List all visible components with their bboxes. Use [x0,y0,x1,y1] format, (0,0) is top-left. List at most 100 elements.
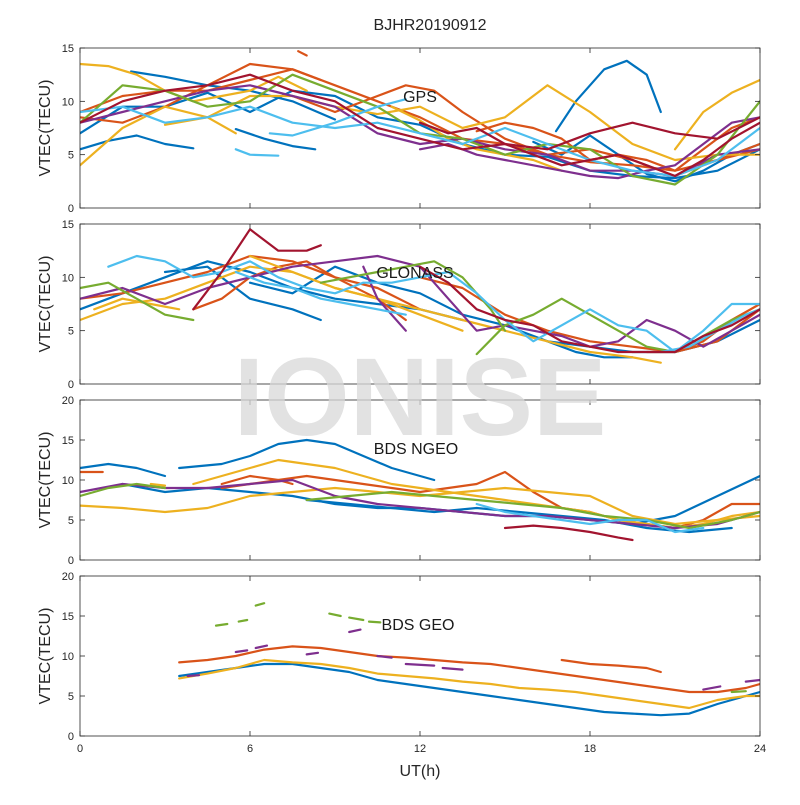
axes-background [80,224,760,384]
watermark: IONISE [234,336,607,459]
y-tick-label: 10 [62,272,74,284]
x-tick-label: 18 [584,743,596,755]
series-line [220,474,294,486]
figure-title: BJHR20190912 [374,17,487,34]
y-tick-label: 0 [68,555,74,567]
series-line [234,649,249,654]
x-tick-label: 12 [414,743,426,755]
series-line [178,438,436,482]
series-group [80,228,760,364]
panel-2: 0 5 10 15 20 VTEC(TECU) BDS NGEO [37,395,761,567]
series-line [404,662,436,667]
series-line [560,658,662,674]
y-tick-label: 0 [68,731,74,743]
series-line [362,265,407,332]
panel-0: 0 5 10 15 VTEC(TECU) GPS [37,43,761,215]
series-line [178,662,760,717]
series-line [163,84,760,162]
series-line [305,490,760,530]
panels: 0 5 10 15 VTEC(TECU) GPS 0 5 10 15 VTEC(TECU) GLONA… [37,43,766,755]
series-line [475,502,705,534]
series-line [80,281,195,322]
series-line [186,674,201,678]
series-line [80,482,167,498]
series-group [80,438,760,542]
series-line [80,254,760,348]
series-line [80,105,760,178]
series-line [192,228,322,311]
y-tick-label: 20 [62,571,74,583]
series-line [328,612,342,618]
series-line [418,121,760,178]
series-line [80,462,167,478]
series-line [149,482,167,487]
y-tick-label: 0 [68,379,74,391]
y-tick-label: 10 [62,96,74,108]
series-line [80,89,760,180]
series-line [192,260,407,322]
x-tick-label: 24 [754,743,766,755]
series-line [673,78,760,151]
panel-label: BDS GEO [382,617,455,634]
x-tick-label: 6 [247,743,253,755]
series-line [237,618,249,623]
series-line [178,645,760,694]
series-line [80,478,760,530]
axes-background [80,400,760,560]
series-line [418,276,760,354]
series-line [376,654,393,659]
series-line [730,690,747,694]
series-line [80,73,760,151]
y-tick-label: 10 [62,475,74,487]
y-axis-label: VTEC(TECU) [37,608,54,705]
series-line [80,105,237,167]
y-tick-label: 0 [68,203,74,215]
series-line [441,666,464,671]
series-line [80,265,464,332]
y-tick-label: 20 [62,395,74,407]
series-line [348,616,365,622]
series-line [702,685,722,691]
series-line [554,59,662,133]
series-line [532,134,760,183]
series-group [80,50,760,186]
axes-background [80,576,760,736]
y-tick-label: 15 [62,219,74,231]
series-line [305,498,733,534]
series-line [367,620,382,624]
series-line [390,105,563,172]
y-tick-label: 5 [68,326,74,338]
series-line [297,50,308,57]
y-axis-label: VTEC(TECU) [37,80,54,177]
y-axis-label: VTEC(TECU) [37,256,54,353]
x-axis-label: UT(h) [400,763,441,780]
x-tick-label: 0 [77,743,83,755]
y-tick-label: 5 [68,691,74,703]
series-line [348,628,362,634]
series-line [163,265,322,322]
series-line [234,128,317,151]
series-line [254,602,266,607]
series-line [305,651,320,656]
series-line [546,340,634,359]
series-group [178,602,760,717]
y-axis-label: VTEC(TECU) [37,432,54,529]
series-line [93,297,181,311]
series-line [234,148,280,157]
y-tick-label: 5 [68,150,74,162]
panel-3: 0 6 12 18 24 0 5 10 15 20 VTEC(TECU) BDS GEO [37,571,766,755]
series-line [178,658,760,710]
y-tick-label: 15 [62,435,74,447]
y-tick-label: 5 [68,515,74,527]
series-line [234,270,407,316]
series-line [268,98,407,137]
y-tick-label: 15 [62,611,74,623]
series-line [80,134,195,151]
panel-1: 0 5 10 15 VTEC(TECU) GLONASS [37,219,761,391]
series-line [80,486,760,526]
series-line [418,116,760,180]
series-line [503,524,634,542]
series-line [254,644,269,650]
series-line [214,622,229,627]
